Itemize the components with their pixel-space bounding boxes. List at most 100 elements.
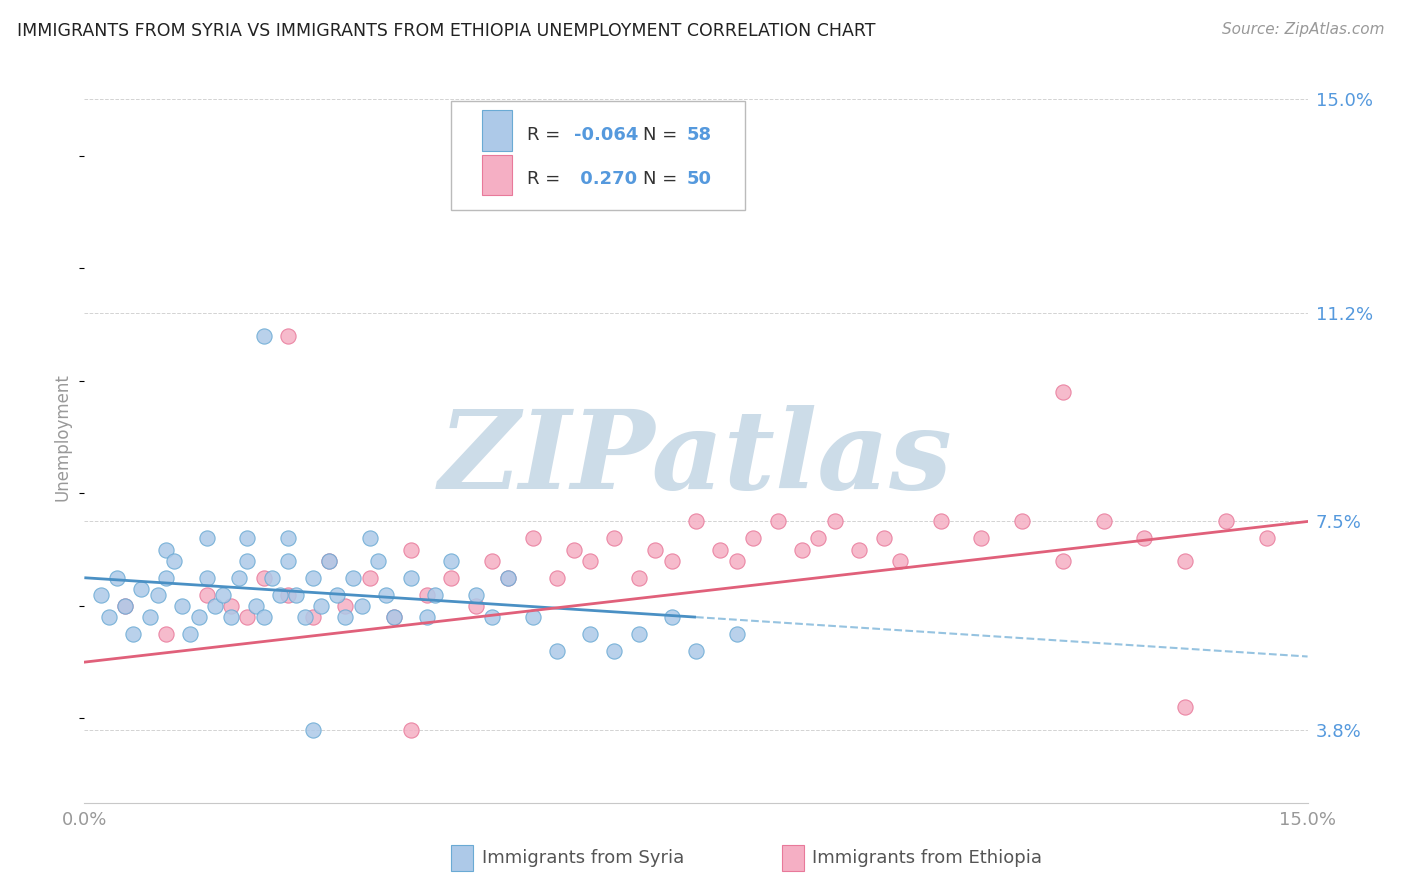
Text: -0.064: -0.064 <box>574 126 638 144</box>
Point <box>335 610 357 624</box>
Point <box>546 644 568 658</box>
Point <box>359 571 381 585</box>
Point <box>725 554 748 568</box>
Point <box>807 532 830 546</box>
Point <box>260 571 283 585</box>
Point <box>872 532 894 546</box>
Point <box>464 599 486 613</box>
Point <box>685 515 707 529</box>
Point <box>416 588 439 602</box>
Point <box>114 599 136 613</box>
Point <box>294 610 316 624</box>
Point <box>929 515 952 529</box>
Point <box>399 571 422 585</box>
Point <box>440 571 463 585</box>
Point <box>481 554 503 568</box>
Point <box>212 588 235 602</box>
Point <box>399 542 422 557</box>
Point <box>350 599 373 613</box>
Point <box>1092 515 1115 529</box>
Point <box>685 644 707 658</box>
Point <box>172 599 194 613</box>
Point <box>382 610 405 624</box>
Point <box>766 515 789 529</box>
Point <box>187 610 209 624</box>
Text: R =: R = <box>527 170 567 188</box>
Point <box>131 582 153 596</box>
Point <box>342 571 364 585</box>
Point <box>481 610 503 624</box>
Point <box>644 542 666 557</box>
Bar <box>482 111 513 151</box>
Point <box>277 328 299 343</box>
Point <box>277 554 299 568</box>
Point <box>326 588 349 602</box>
Text: 50: 50 <box>686 170 711 188</box>
Point <box>627 571 650 585</box>
Point <box>318 554 340 568</box>
Point <box>301 571 323 585</box>
Text: 58: 58 <box>686 126 711 144</box>
Point <box>163 554 186 568</box>
Point <box>382 610 405 624</box>
Point <box>146 588 169 602</box>
Point <box>253 610 276 624</box>
Point <box>105 571 128 585</box>
Y-axis label: Unemployment: Unemployment <box>53 373 72 501</box>
Point <box>228 571 250 585</box>
Point <box>1052 385 1074 400</box>
Point <box>359 532 381 546</box>
Point <box>1215 515 1237 529</box>
Point <box>440 554 463 568</box>
Point <box>309 599 332 613</box>
Point <box>285 588 308 602</box>
Point <box>970 532 993 546</box>
Point <box>155 627 177 641</box>
Text: Immigrants from Syria: Immigrants from Syria <box>482 848 685 867</box>
Point <box>219 599 242 613</box>
Point <box>661 554 683 568</box>
Point <box>579 554 602 568</box>
Point <box>546 571 568 585</box>
Point <box>579 627 602 641</box>
Point <box>603 644 626 658</box>
Text: N =: N = <box>644 170 683 188</box>
Point <box>1174 700 1197 714</box>
Point <box>423 588 446 602</box>
Point <box>195 588 218 602</box>
Bar <box>451 846 474 871</box>
Text: IMMIGRANTS FROM SYRIA VS IMMIGRANTS FROM ETHIOPIA UNEMPLOYMENT CORRELATION CHART: IMMIGRANTS FROM SYRIA VS IMMIGRANTS FROM… <box>17 22 876 40</box>
Point <box>245 599 267 613</box>
Point <box>195 532 218 546</box>
Point <box>179 627 201 641</box>
Point <box>562 542 585 557</box>
Bar <box>782 846 804 871</box>
Point <box>1174 554 1197 568</box>
Point <box>301 610 323 624</box>
Point <box>603 532 626 546</box>
Point <box>522 532 544 546</box>
Point <box>367 554 389 568</box>
Point <box>219 610 242 624</box>
Point <box>204 599 226 613</box>
FancyBboxPatch shape <box>451 101 745 211</box>
Point <box>236 554 259 568</box>
Point <box>335 599 357 613</box>
Point <box>155 542 177 557</box>
Point <box>498 571 520 585</box>
Point <box>1133 532 1156 546</box>
Point <box>464 588 486 602</box>
Point <box>889 554 911 568</box>
Point <box>709 542 731 557</box>
Point <box>195 571 218 585</box>
Text: ZIPatlas: ZIPatlas <box>439 405 953 513</box>
Point <box>97 610 120 624</box>
Text: N =: N = <box>644 126 683 144</box>
Bar <box>482 155 513 195</box>
Point <box>269 588 291 602</box>
Point <box>138 610 160 624</box>
Text: Immigrants from Ethiopia: Immigrants from Ethiopia <box>813 848 1042 867</box>
Point <box>522 610 544 624</box>
Point <box>627 627 650 641</box>
Point <box>1256 532 1278 546</box>
